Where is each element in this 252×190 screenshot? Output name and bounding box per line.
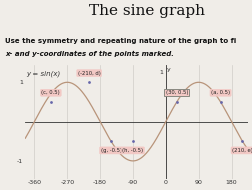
Text: (-210, d): (-210, d) [77,71,100,76]
Text: (h, -0.5): (h, -0.5) [122,148,143,153]
Text: (g, -0.5): (g, -0.5) [100,148,121,153]
Text: Use the symmetry and repeating nature of the graph to fi: Use the symmetry and repeating nature of… [5,38,235,44]
Text: (30, 0.5): (30, 0.5) [165,90,187,95]
Text: y = sin(x): y = sin(x) [26,70,60,77]
Text: y: y [167,67,170,72]
Text: x- and y-coordinates of the points marked.: x- and y-coordinates of the points marke… [5,51,173,57]
Text: (c, 0.5): (c, 0.5) [41,90,60,95]
Text: 1: 1 [159,70,162,75]
Text: (a, 0.5): (a, 0.5) [210,90,229,95]
Text: The sine graph: The sine graph [88,4,204,18]
Text: (210, e): (210, e) [231,148,252,153]
